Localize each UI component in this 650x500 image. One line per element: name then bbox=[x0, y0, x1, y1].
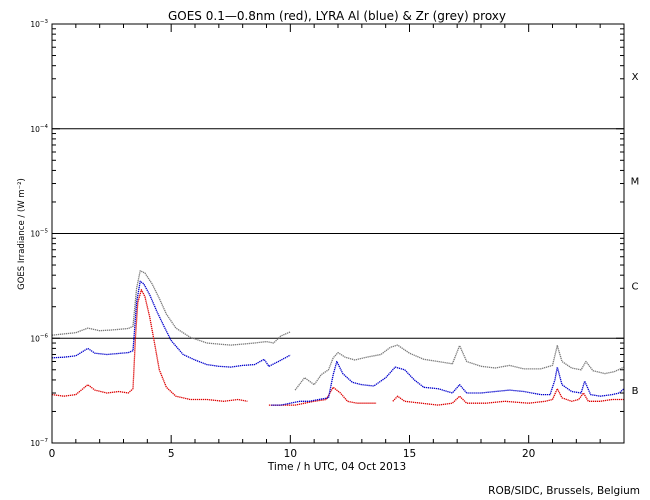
y-tick-label: 10−5 bbox=[30, 229, 48, 239]
series-line-red bbox=[392, 388, 624, 406]
series-line-grey bbox=[294, 344, 625, 391]
series-layer bbox=[51, 270, 625, 406]
x-tick-label: 0 bbox=[49, 448, 56, 460]
credit-footer: ROB/SIDC, Brussels, Belgium bbox=[488, 485, 640, 497]
x-tick-label: 5 bbox=[168, 448, 175, 460]
chart-title: GOES 0.1—0.8nm (red), LYRA Al (blue) & Z… bbox=[168, 9, 506, 23]
x-tick-label: 20 bbox=[522, 448, 535, 460]
y-axis-label: GOES Irradiance / (W m⁻²) bbox=[17, 178, 27, 290]
flare-class-labels: B C M X bbox=[631, 72, 640, 397]
y-axis-ticks: 10−7 10−6 10−5 10−4 10−3 bbox=[30, 19, 624, 448]
flare-class-label: M bbox=[631, 177, 640, 188]
flare-class-label: X bbox=[632, 72, 639, 83]
flare-class-lines bbox=[52, 128, 624, 339]
x-tick-label: 15 bbox=[403, 448, 416, 460]
x-axis-ticks: 0 5 10 15 20 bbox=[49, 24, 625, 460]
x-axis-label: Time / h UTC, 04 Oct 2013 bbox=[267, 461, 406, 473]
series-line-grey bbox=[51, 270, 291, 346]
flare-class-label: B bbox=[632, 386, 639, 397]
y-tick-label: 10−6 bbox=[30, 333, 48, 343]
x-tick-label: 10 bbox=[284, 448, 297, 460]
series-line-red bbox=[51, 289, 248, 402]
flare-class-label: C bbox=[632, 281, 639, 292]
y-tick-label: 10−4 bbox=[30, 124, 48, 134]
y-tick-label: 10−3 bbox=[30, 19, 48, 29]
series-line-blue bbox=[51, 280, 291, 368]
y-tick-label: 10−7 bbox=[30, 438, 48, 448]
